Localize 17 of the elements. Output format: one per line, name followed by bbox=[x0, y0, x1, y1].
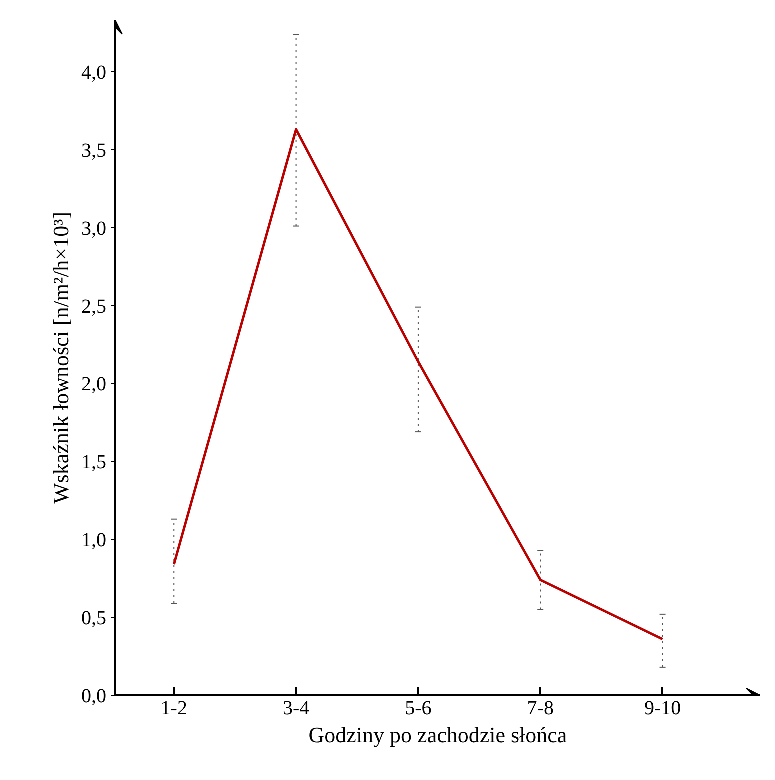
x-tick-label: 5-6 bbox=[405, 698, 432, 720]
x-tick-label: 3-4 bbox=[282, 698, 310, 720]
y-tick-label: 4,0 bbox=[82, 62, 106, 84]
y-tick-label: 3,5 bbox=[82, 140, 106, 162]
x-tick-label: 1-2 bbox=[160, 698, 188, 720]
y-tick-label: 0,5 bbox=[82, 608, 106, 630]
x-tick-label: 7-8 bbox=[527, 698, 554, 720]
y-tick-label: 3,0 bbox=[82, 218, 106, 240]
y-axis-title: Wskaźnik łowności [n/m²/h×10³] bbox=[48, 212, 74, 504]
y-tick-label: 2,5 bbox=[82, 296, 106, 318]
x-axis-title: Godziny po zachodzie słońca bbox=[308, 722, 568, 748]
y-tick-label: 1,0 bbox=[82, 530, 106, 552]
y-tick-label: 0,0 bbox=[82, 686, 106, 708]
x-tick-label: 9-10 bbox=[644, 698, 682, 720]
y-tick-label: 2,0 bbox=[82, 374, 106, 396]
line-series bbox=[172, 128, 664, 641]
y-tick-label: 1,5 bbox=[82, 452, 106, 474]
